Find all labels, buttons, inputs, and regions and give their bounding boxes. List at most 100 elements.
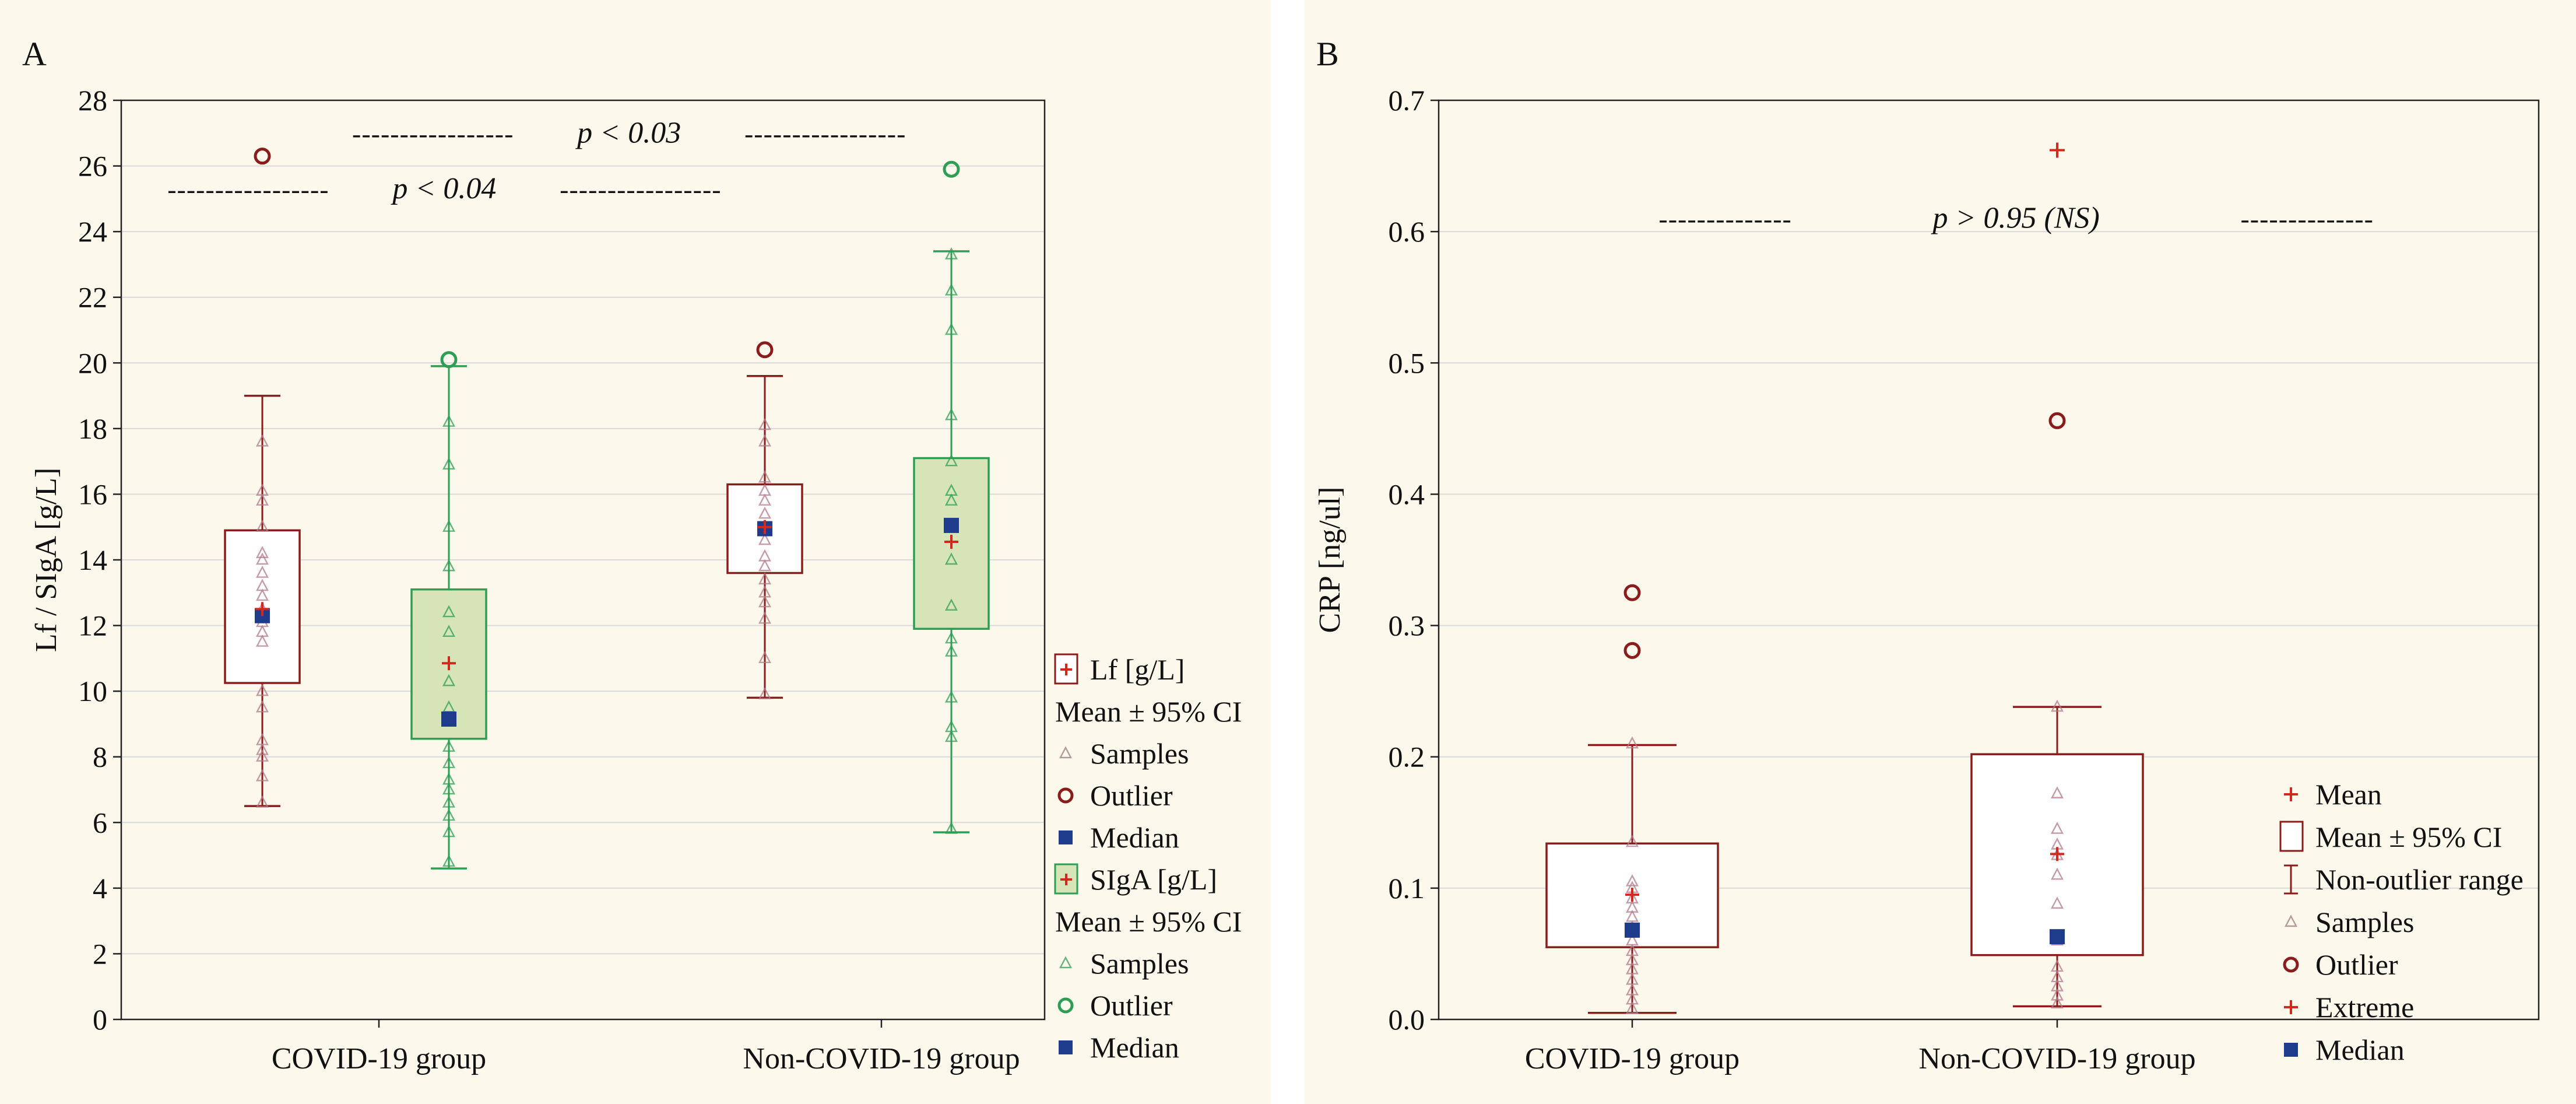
sample-point <box>1626 736 1639 749</box>
sample-point <box>758 595 771 608</box>
y-tick-label: 26 <box>78 150 107 183</box>
median-marker <box>2050 929 2065 945</box>
sample-point <box>758 483 771 496</box>
sample-point <box>945 493 958 506</box>
y-tick-label: 0.5 <box>1389 346 1425 379</box>
y-tick-label: 4 <box>93 872 107 905</box>
y-tick-label: 0 <box>93 1003 107 1036</box>
sample-point <box>1626 953 1639 965</box>
x-tick-label: Non-COVID-19 group <box>1918 1042 2195 1075</box>
legend-label: Lf [g/L] <box>1090 653 1185 686</box>
sample-point <box>256 795 269 808</box>
outlier-point <box>756 341 774 359</box>
sample-point <box>2051 970 2064 983</box>
sample-point <box>2051 979 2064 991</box>
sample-point <box>758 532 771 545</box>
sample-point <box>256 749 269 762</box>
sample-point <box>442 825 455 837</box>
plot-frame <box>1438 99 2540 1021</box>
box-siga-g-l--1 <box>913 160 990 834</box>
panel-background-1 <box>1305 0 2576 1104</box>
y-tick-label: 12 <box>78 609 107 642</box>
y-tick-label: 0.0 <box>1389 1003 1425 1036</box>
sample-point <box>256 733 269 745</box>
sample-point <box>945 283 958 296</box>
sample-point <box>2051 896 2064 909</box>
sample-point <box>758 559 771 572</box>
legend-whisker-swatch <box>2284 864 2298 895</box>
sample-point <box>256 552 269 565</box>
annotation-dashes: ----------------- <box>352 118 514 148</box>
legend: Lf [g/L] Mean ± 95% CI Samples Outlier Media… <box>1054 653 1242 1064</box>
x-tick-label: Non-COVID-19 group <box>743 1042 1020 1075</box>
legend-sample-swatch <box>1059 956 1072 969</box>
mean-marker <box>944 535 958 549</box>
sample-point <box>2051 959 2064 972</box>
y-tick-label: 6 <box>93 806 107 839</box>
legend-mean-swatch <box>1060 664 1072 675</box>
box-siga-g-l--0 <box>410 351 487 870</box>
y-tick-label: 18 <box>78 412 107 445</box>
y-axis-label: CRP [ng/ul] <box>1313 487 1347 633</box>
extreme-point <box>2050 142 2065 158</box>
sample-point <box>256 483 269 496</box>
sample-point <box>442 739 455 752</box>
sample-point <box>256 625 269 637</box>
panel-label: B <box>1316 35 1339 73</box>
sample-point <box>758 434 771 447</box>
sample-point <box>442 520 455 532</box>
legend-sample-swatch <box>1059 746 1072 759</box>
panel-label: A <box>22 35 47 73</box>
legend-label: Mean ± 95% CI <box>2315 821 2502 853</box>
legend-median-swatch <box>2284 1043 2298 1057</box>
sample-point <box>758 470 771 483</box>
legend-mean-swatch <box>1060 874 1072 885</box>
sample-point <box>256 546 269 558</box>
box-lf-g-l--0 <box>224 148 301 808</box>
sample-point <box>442 559 455 572</box>
outlier-point <box>440 351 458 369</box>
sample-point <box>442 782 455 795</box>
legend-label: Mean ± 95% CI <box>1055 905 1242 938</box>
sample-point <box>758 506 771 519</box>
significance-annotation: p < 0.04 <box>390 172 496 205</box>
sample-point <box>945 323 958 335</box>
chart-panel-b: B 0.0 0.1 0.2 0.3 0.4 0.5 0.6 0.7 COVID-19 group N… <box>1313 35 2540 1075</box>
sample-point <box>256 434 269 447</box>
y-tick-label: 0.1 <box>1389 872 1425 905</box>
sample-point <box>1626 874 1639 886</box>
y-tick-label: 10 <box>78 675 107 707</box>
sample-point <box>1626 835 1639 847</box>
legend-label: Median <box>2315 1033 2405 1066</box>
annotation-dashes: -------------- <box>2240 204 2373 234</box>
legend-outlier-swatch <box>1057 787 1074 804</box>
sample-point <box>2051 786 2064 798</box>
sample-point <box>256 520 269 532</box>
y-tick-label: 28 <box>78 84 107 117</box>
sample-point <box>442 605 455 618</box>
sample-point <box>2051 867 2064 880</box>
annotation-dashes: ----------------- <box>560 174 721 204</box>
sample-point <box>945 552 958 565</box>
annotation-dashes: ----------------- <box>167 174 329 204</box>
legend-sample-swatch <box>2285 914 2297 927</box>
sample-point <box>442 625 455 637</box>
legend-plus-swatch <box>2284 787 2298 801</box>
sample-point <box>945 690 958 703</box>
y-tick-label: 0.6 <box>1389 215 1425 248</box>
outlier-point <box>2048 412 2066 429</box>
sample-point <box>945 454 958 467</box>
sample-point <box>442 772 455 785</box>
sample-point <box>1626 944 1639 956</box>
y-axis-label: Lf / SIgA [g/L] <box>30 468 63 652</box>
outlier-point <box>943 160 960 178</box>
sample-point <box>256 742 269 755</box>
y-tick-label: 14 <box>78 544 107 576</box>
y-tick-label: 2 <box>93 937 107 970</box>
mean-marker <box>442 656 456 671</box>
legend-median-swatch <box>1059 1040 1073 1054</box>
legend-label: Mean ± 95% CI <box>1055 695 1242 728</box>
x-tick-label: COVID-19 group <box>272 1042 486 1075</box>
